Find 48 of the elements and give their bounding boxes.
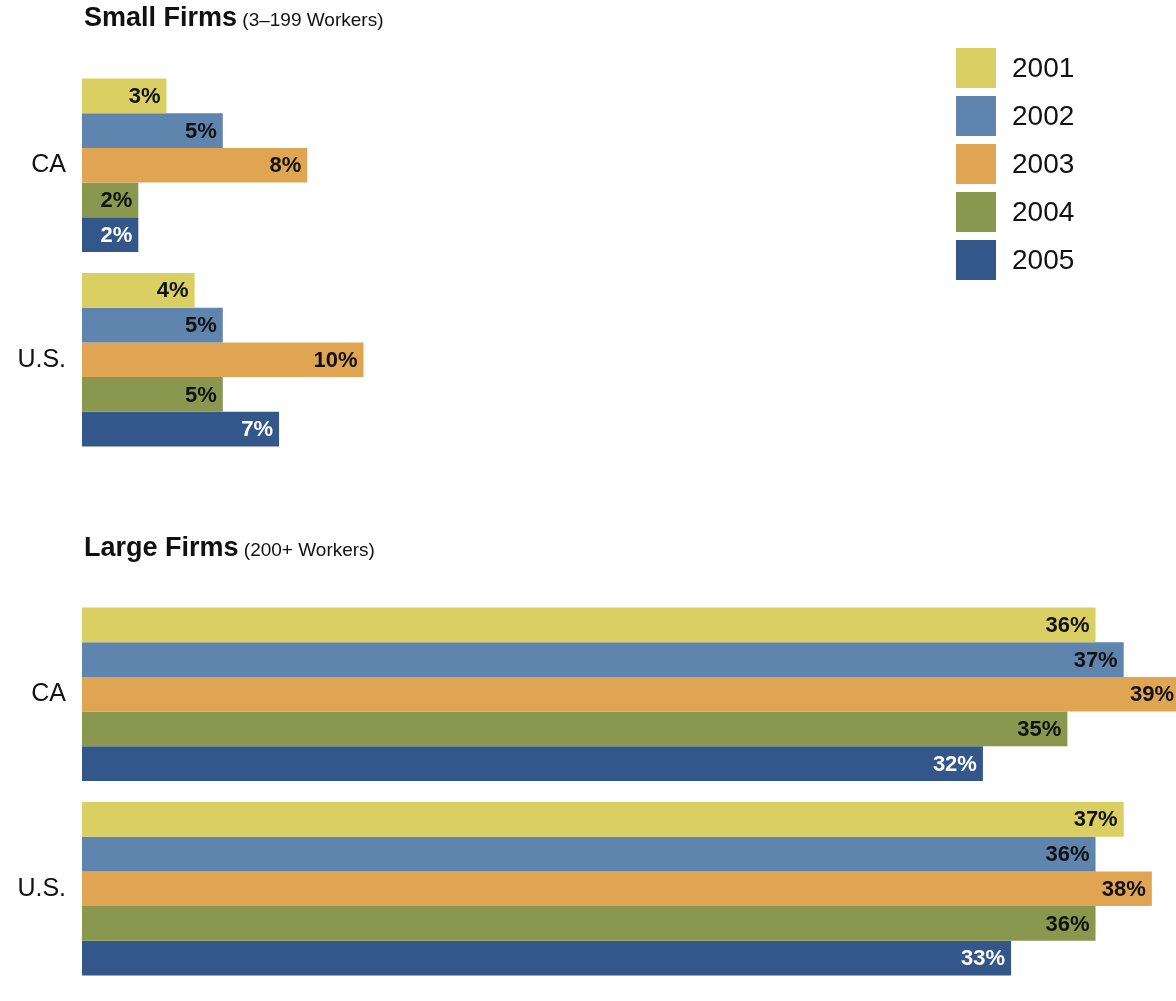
data-label: 3% [128,82,161,108]
y-tick-label: CA [31,678,67,707]
data-label: 35% [1017,716,1062,742]
legend-label: 2005 [1012,244,1075,276]
chart-subtitle: (200+ Workers) [242,539,375,560]
bar [82,607,1096,643]
data-label: 10% [313,346,358,372]
bar [82,801,1124,837]
data-label: 7% [241,416,274,442]
data-label: 2% [100,221,133,247]
legend-label: 2002 [1012,100,1075,132]
data-label: 37% [1073,646,1118,672]
y-tick-label: U.S. [17,872,66,901]
bar [82,871,1152,907]
data-label: 39% [1129,681,1174,707]
data-label: 4% [156,277,189,303]
chart-subtitle: (3–199 Workers) [241,9,384,30]
data-label: 8% [269,152,302,178]
data-label: 36% [1045,910,1090,936]
legend-label: 2003 [1012,148,1075,180]
bar [82,147,308,183]
data-label: 2% [100,187,133,213]
data-label: 37% [1073,806,1118,832]
chart-title: Small Firms [84,2,238,32]
data-label: 36% [1045,611,1090,637]
bar [82,940,1012,976]
y-tick-label: CA [31,149,67,178]
bar [82,746,983,782]
data-label: 36% [1045,841,1090,867]
bar [82,906,1096,941]
bar [82,272,195,308]
bar [82,342,364,378]
legend-label: 2001 [1012,52,1075,84]
chart-title: Large Firms [84,532,239,562]
bar [82,377,223,412]
data-label: 5% [184,312,217,338]
bar [82,307,223,343]
bar [82,836,1096,872]
data-label: 33% [961,945,1006,971]
data-label: 38% [1101,875,1146,901]
data-label: 32% [932,750,977,776]
data-label: 5% [184,117,217,143]
bar [82,113,223,148]
data-label: 5% [184,381,217,407]
legend-label: 2004 [1012,196,1075,228]
bar [82,78,167,114]
y-tick-label: U.S. [17,343,66,372]
bar [82,411,280,447]
